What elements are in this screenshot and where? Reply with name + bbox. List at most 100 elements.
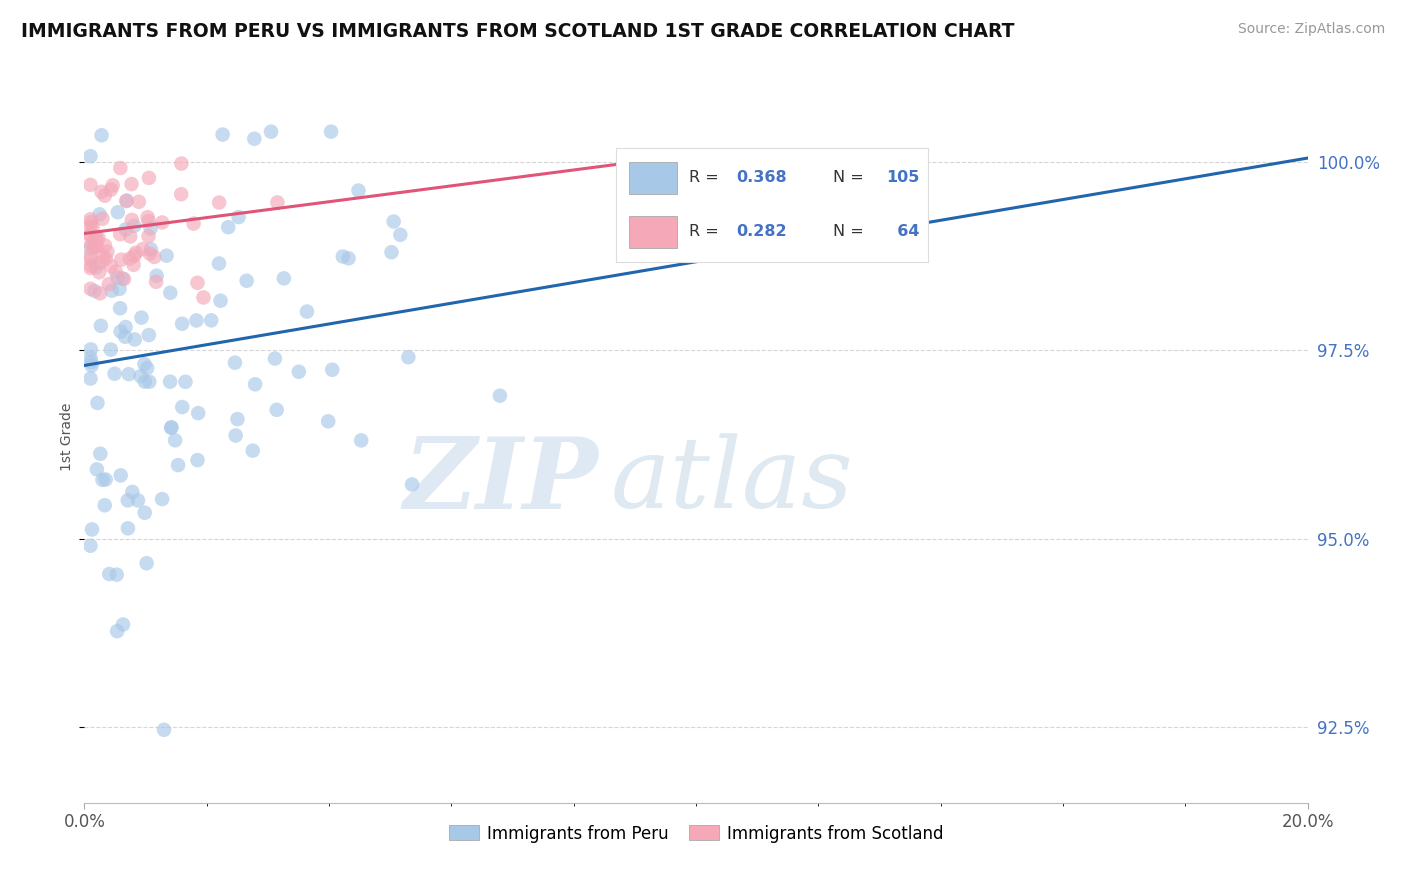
Point: [90, 128, 112, 143]
Legend: Immigrants from Peru, Immigrants from Scotland: Immigrants from Peru, Immigrants from Sc…: [441, 818, 950, 849]
Point: [165, 434, 187, 448]
Point: [150, 215, 173, 229]
Point: [187, 406, 209, 420]
Point: [382, 214, 405, 228]
Point: [295, 304, 318, 318]
Point: [266, 402, 288, 417]
Point: [128, 194, 150, 209]
Point: [235, 274, 257, 288]
Point: [139, 221, 162, 235]
Point: [114, 222, 136, 236]
Point: [172, 400, 194, 414]
Point: [134, 506, 156, 520]
Point: [124, 333, 146, 347]
Point: [79, 351, 101, 365]
Point: [159, 285, 181, 300]
Point: [82, 240, 104, 254]
Point: [84, 260, 107, 275]
Point: [80, 355, 103, 369]
Point: [79, 212, 101, 227]
Point: [80, 359, 103, 373]
Y-axis label: 1st Grade: 1st Grade: [60, 403, 75, 471]
Point: [79, 178, 101, 192]
Point: [266, 195, 288, 210]
Point: [174, 375, 197, 389]
Point: [107, 270, 129, 285]
Point: [121, 177, 143, 191]
Point: [167, 458, 190, 472]
Point: [134, 375, 156, 389]
Point: [105, 624, 128, 639]
Point: [97, 277, 120, 292]
Point: [112, 272, 135, 286]
Point: [80, 259, 103, 273]
Point: [243, 132, 266, 146]
Point: [396, 350, 419, 364]
Point: [200, 313, 222, 327]
Point: [80, 523, 103, 537]
Point: [89, 265, 111, 279]
Point: [170, 156, 193, 170]
Point: [79, 227, 101, 242]
Point: [118, 367, 141, 381]
Point: [83, 237, 105, 252]
Point: [101, 284, 124, 298]
Point: [186, 313, 208, 327]
Point: [110, 468, 132, 483]
Point: [125, 245, 148, 260]
Point: [79, 252, 101, 267]
Point: [86, 462, 108, 476]
Point: [136, 210, 159, 224]
Point: [288, 365, 311, 379]
Point: [145, 268, 167, 283]
Point: [111, 617, 134, 632]
Point: [94, 252, 117, 266]
Point: [145, 275, 167, 289]
Point: [150, 492, 173, 507]
Point: [110, 325, 132, 339]
Point: [79, 249, 101, 263]
Point: [143, 250, 166, 264]
Point: [108, 301, 131, 316]
Point: [160, 421, 183, 435]
Point: [110, 161, 132, 175]
Point: [337, 252, 360, 266]
Text: ZIP: ZIP: [404, 433, 598, 529]
Point: [193, 290, 215, 304]
Point: [127, 493, 149, 508]
Point: [89, 256, 111, 270]
Point: [401, 477, 423, 491]
Point: [243, 377, 266, 392]
Point: [489, 389, 512, 403]
Point: [104, 367, 127, 381]
Point: [186, 453, 208, 467]
Point: [799, 205, 821, 219]
Point: [91, 250, 114, 264]
Point: [138, 375, 160, 389]
Point: [155, 249, 177, 263]
Point: [94, 473, 117, 487]
Point: [86, 239, 108, 253]
Point: [316, 414, 339, 428]
Point: [208, 256, 231, 270]
Point: [98, 567, 121, 582]
Point: [122, 219, 145, 233]
Point: [380, 245, 402, 260]
Point: [83, 284, 105, 298]
Point: [79, 539, 101, 553]
Point: [80, 237, 103, 252]
Point: [129, 369, 152, 384]
Point: [117, 521, 139, 535]
Point: [186, 276, 208, 290]
Point: [122, 258, 145, 272]
Point: [93, 498, 115, 512]
Point: [138, 328, 160, 343]
Point: [118, 252, 141, 266]
Point: [138, 229, 160, 244]
Point: [131, 242, 153, 256]
Point: [79, 241, 101, 255]
Point: [172, 317, 194, 331]
Point: [87, 231, 110, 245]
Point: [332, 250, 354, 264]
Point: [79, 261, 101, 276]
